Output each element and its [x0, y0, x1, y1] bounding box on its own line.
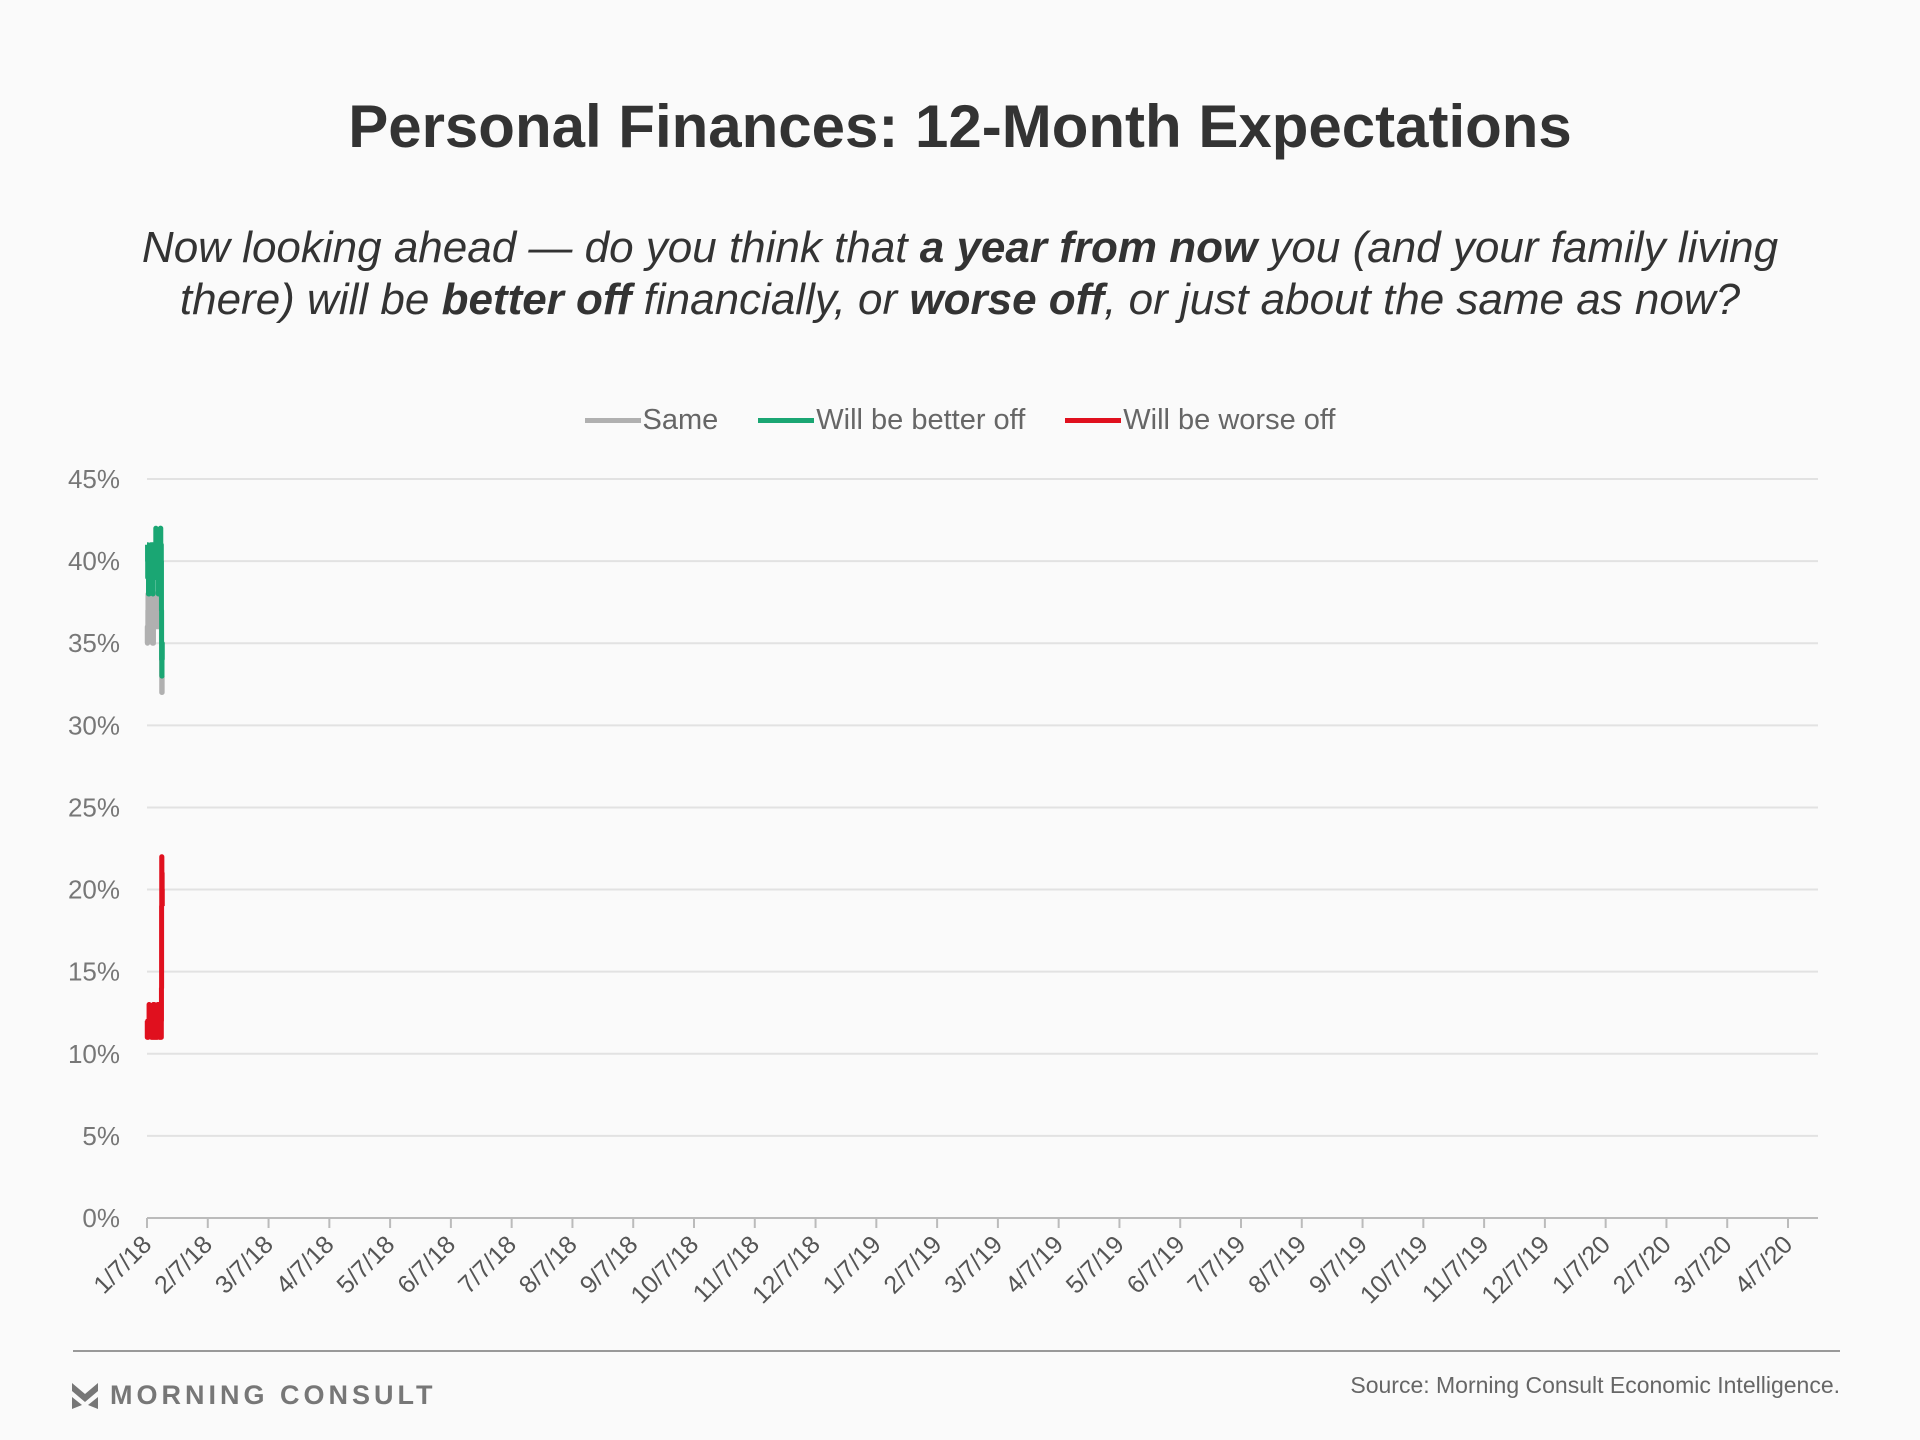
legend-label: Same	[642, 404, 719, 436]
x-tick-label: 6/7/19	[1122, 1230, 1191, 1299]
plot-area: 0% 5% 10% 15% 20% 25% 30% 35% 40% 45% 1/7/182/7/18…	[68, 464, 1818, 1309]
morning-consult-logo: MORNING CONSULT	[72, 1380, 436, 1411]
x-tick-label: 5/7/18	[331, 1230, 400, 1299]
source-note: Source: Morning Consult Economic Intelli…	[1350, 1372, 1840, 1398]
logo-mark-icon	[72, 1382, 98, 1409]
x-tick-label: 7/7/18	[453, 1230, 522, 1299]
legend-swatch	[584, 418, 641, 423]
legend: Same Will be better off Will be worse of…	[0, 404, 1920, 437]
logo-text: MORNING CONSULT	[110, 1380, 437, 1410]
subtitle-emphasis: worse off	[909, 275, 1105, 324]
x-tick-label: 8/7/18	[514, 1230, 583, 1299]
y-tick-label: 15%	[68, 957, 120, 987]
y-tick-label: 25%	[68, 792, 120, 822]
x-tick-label: 3/7/19	[939, 1230, 1008, 1299]
legend-item-better-off[interactable]: Will be better off	[758, 404, 1025, 437]
x-tick-label: 8/7/19	[1243, 1230, 1312, 1299]
legend-item-same[interactable]: Same	[584, 404, 719, 437]
subtitle-line-1: Now looking ahead — do you think that a …	[0, 222, 1920, 274]
x-tick-label: 2/7/18	[149, 1230, 218, 1299]
y-tick-label: 0%	[82, 1203, 120, 1233]
x-tick-label: 4/7/20	[1729, 1230, 1798, 1299]
x-tick-label: 4/7/18	[271, 1230, 340, 1299]
y-tick-label: 35%	[68, 628, 120, 658]
x-tick-label: 7/7/19	[1182, 1230, 1251, 1299]
x-tick-label: 2/7/19	[878, 1230, 947, 1299]
subtitle-emphasis: a year from now	[919, 223, 1258, 272]
y-tick-label: 10%	[68, 1039, 120, 1069]
footer-divider	[73, 1350, 1840, 1352]
subtitle-text: you (and your family living	[1257, 223, 1779, 272]
legend-item-worse-off[interactable]: Will be worse off	[1065, 404, 1336, 437]
legend-label: Will be better off	[816, 404, 1026, 436]
x-tick-label: 6/7/18	[392, 1230, 461, 1299]
x-tick-label: 2/7/20	[1608, 1230, 1677, 1299]
x-tick-label: 12/7/19	[1476, 1230, 1555, 1309]
legend-swatch	[1065, 418, 1122, 423]
x-tick-label: 12/7/18	[747, 1230, 826, 1309]
subtitle-text: Now looking ahead — do you think that	[141, 223, 920, 272]
subtitle-text: financially, or	[631, 275, 910, 324]
series-line-will-be-worse-off	[144, 854, 165, 1040]
x-tick-label: 5/7/19	[1061, 1230, 1130, 1299]
x-tick-label: 4/7/19	[1000, 1230, 1069, 1299]
subtitle-emphasis: better off	[441, 275, 632, 324]
x-tick-label: 10/7/19	[1355, 1230, 1434, 1309]
subtitle-line-2: there) will be better off financially, o…	[0, 274, 1920, 326]
subtitle-text: there) will be	[179, 275, 442, 324]
legend-label: Will be worse off	[1123, 404, 1336, 436]
legend-swatch	[758, 418, 815, 423]
x-tick-label: 1/7/18	[88, 1230, 157, 1299]
chart-title: Personal Finances: 12-Month Expectations	[348, 93, 1572, 160]
chart-subtitle: Now looking ahead — do you think that a …	[0, 222, 1920, 326]
x-tick-label: 10/7/18	[625, 1230, 704, 1309]
x-tick-label: 1/7/19	[818, 1230, 887, 1299]
x-tick-label: 3/7/18	[210, 1230, 279, 1299]
y-tick-label: 5%	[82, 1121, 120, 1151]
y-tick-label: 45%	[68, 464, 120, 494]
y-tick-label: 30%	[68, 710, 120, 740]
y-tick-label: 40%	[68, 546, 120, 576]
series-line-will-be-better-off	[144, 525, 165, 679]
x-tick-label: 3/7/20	[1669, 1230, 1738, 1299]
x-tick-label: 1/7/20	[1547, 1230, 1616, 1299]
y-tick-label: 20%	[68, 875, 120, 905]
subtitle-text: , or just about the same as now?	[1104, 275, 1741, 324]
